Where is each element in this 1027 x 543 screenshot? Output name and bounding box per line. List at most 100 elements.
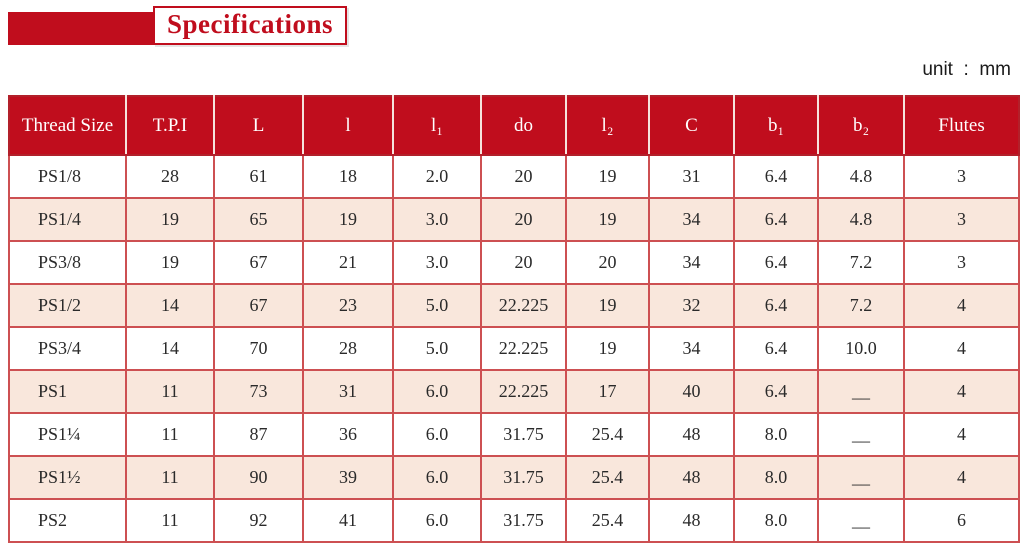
thread-size-cell: PS3/4 bbox=[8, 326, 127, 371]
table-cell: 6.0 bbox=[392, 498, 482, 543]
table-cell: 4.8 bbox=[817, 154, 905, 199]
table-row: PS1½ 11 90 39 6.0 31.75 25.4 48 8.0 __ 4 bbox=[8, 455, 1020, 500]
table-row: PS1 11 73 31 6.0 22.225 17 40 6.4 __ 4 bbox=[8, 369, 1020, 414]
table-cell: 8.0 bbox=[733, 498, 819, 543]
table-cell: 6.4 bbox=[733, 197, 819, 242]
thread-size-cell: PS1/2 bbox=[8, 283, 127, 328]
column-header: T.P.I bbox=[125, 96, 215, 156]
table-cell: 19 bbox=[565, 197, 650, 242]
table-cell: 4 bbox=[903, 326, 1020, 371]
table-cell: 32 bbox=[648, 283, 735, 328]
table-cell: 6.4 bbox=[733, 326, 819, 371]
table-cell: 31.75 bbox=[480, 412, 567, 457]
thread-size-cell: PS1/4 bbox=[8, 197, 127, 242]
table-cell: 11 bbox=[125, 412, 215, 457]
table-cell: 65 bbox=[213, 197, 304, 242]
table-cell: 22.225 bbox=[480, 369, 567, 414]
table-cell: 19 bbox=[125, 197, 215, 242]
table-cell: 5.0 bbox=[392, 283, 482, 328]
table-cell: 4 bbox=[903, 369, 1020, 414]
table-cell: 8.0 bbox=[733, 412, 819, 457]
table-cell: 3 bbox=[903, 197, 1020, 242]
table-body: PS1/8 28 61 18 2.0 20 19 31 6.4 4.8 3 PS1/4 19 65 19 3.… bbox=[8, 154, 1020, 543]
table-cell: 20 bbox=[480, 197, 567, 242]
table-cell: __ bbox=[817, 369, 905, 414]
table-cell: 28 bbox=[302, 326, 394, 371]
table-row: PS1/4 19 65 19 3.0 20 19 34 6.4 4.8 3 bbox=[8, 197, 1020, 242]
table-cell: 36 bbox=[302, 412, 394, 457]
table-cell: 6.4 bbox=[733, 154, 819, 199]
table-cell: 7.2 bbox=[817, 240, 905, 285]
table-cell: 34 bbox=[648, 326, 735, 371]
table-cell: 5.0 bbox=[392, 326, 482, 371]
thread-size-cell: PS1 bbox=[8, 369, 127, 414]
table-cell: 34 bbox=[648, 240, 735, 285]
table-cell: 3.0 bbox=[392, 240, 482, 285]
column-header: b₁ bbox=[733, 96, 819, 156]
table-cell: 3 bbox=[903, 240, 1020, 285]
table-cell: 48 bbox=[648, 455, 735, 500]
table-cell: 31.75 bbox=[480, 498, 567, 543]
table-cell: 3 bbox=[903, 154, 1020, 199]
column-header: L bbox=[213, 96, 304, 156]
column-header: l bbox=[302, 96, 394, 156]
section-title-banner: Specifications bbox=[8, 6, 408, 50]
table-cell: 31 bbox=[302, 369, 394, 414]
table-cell: 6.4 bbox=[733, 240, 819, 285]
table-cell: __ bbox=[817, 455, 905, 500]
table-cell: 4 bbox=[903, 455, 1020, 500]
table-cell: 70 bbox=[213, 326, 304, 371]
table-cell: 6.4 bbox=[733, 369, 819, 414]
table-cell: 6.0 bbox=[392, 369, 482, 414]
table-cell: 87 bbox=[213, 412, 304, 457]
table-cell: 4.8 bbox=[817, 197, 905, 242]
table-cell: 11 bbox=[125, 369, 215, 414]
table-cell: 34 bbox=[648, 197, 735, 242]
table-cell: 28 bbox=[125, 154, 215, 199]
column-header: l₂ bbox=[565, 96, 650, 156]
table-cell: 31.75 bbox=[480, 455, 567, 500]
table-cell: 20 bbox=[565, 240, 650, 285]
title-red-bar bbox=[8, 12, 155, 45]
table-row: PS1/2 14 67 23 5.0 22.225 19 32 6.4 7.2 4 bbox=[8, 283, 1020, 328]
thread-size-cell: PS1/8 bbox=[8, 154, 127, 199]
table-cell: 17 bbox=[565, 369, 650, 414]
table-cell: 41 bbox=[302, 498, 394, 543]
table-cell: 90 bbox=[213, 455, 304, 500]
table-cell: 48 bbox=[648, 412, 735, 457]
table-cell: 6 bbox=[903, 498, 1020, 543]
table-cell: 7.2 bbox=[817, 283, 905, 328]
table-cell: 19 bbox=[565, 283, 650, 328]
table-row: PS1/8 28 61 18 2.0 20 19 31 6.4 4.8 3 bbox=[8, 154, 1020, 199]
table-cell: 67 bbox=[213, 240, 304, 285]
table-cell: 6.0 bbox=[392, 455, 482, 500]
column-header: l₁ bbox=[392, 96, 482, 156]
table-row: PS1¼ 11 87 36 6.0 31.75 25.4 48 8.0 __ 4 bbox=[8, 412, 1020, 457]
table-cell: 39 bbox=[302, 455, 394, 500]
table-cell: 25.4 bbox=[565, 455, 650, 500]
table-cell: 31 bbox=[648, 154, 735, 199]
table-row: PS3/4 14 70 28 5.0 22.225 19 34 6.4 10.0 4 bbox=[8, 326, 1020, 371]
table-cell: 18 bbox=[302, 154, 394, 199]
table-cell: 11 bbox=[125, 498, 215, 543]
table-cell: 25.4 bbox=[565, 412, 650, 457]
table-cell: 23 bbox=[302, 283, 394, 328]
table-cell: 61 bbox=[213, 154, 304, 199]
table-cell: 92 bbox=[213, 498, 304, 543]
column-header: Flutes bbox=[903, 96, 1019, 156]
page-title: Specifications bbox=[153, 6, 347, 45]
table-cell: 48 bbox=[648, 498, 735, 543]
unit-label: unit : mm bbox=[922, 59, 1011, 80]
table-row: PS2 11 92 41 6.0 31.75 25.4 48 8.0 __ 6 bbox=[8, 498, 1020, 543]
table-cell: 2.0 bbox=[392, 154, 482, 199]
column-header: C bbox=[648, 96, 735, 156]
table-cell: 73 bbox=[213, 369, 304, 414]
table-cell: 10.0 bbox=[817, 326, 905, 371]
table-cell: 4 bbox=[903, 283, 1020, 328]
table-cell: __ bbox=[817, 498, 905, 543]
table-row: PS3/8 19 67 21 3.0 20 20 34 6.4 7.2 3 bbox=[8, 240, 1020, 285]
table-cell: 22.225 bbox=[480, 326, 567, 371]
table-cell: 21 bbox=[302, 240, 394, 285]
table-cell: 8.0 bbox=[733, 455, 819, 500]
